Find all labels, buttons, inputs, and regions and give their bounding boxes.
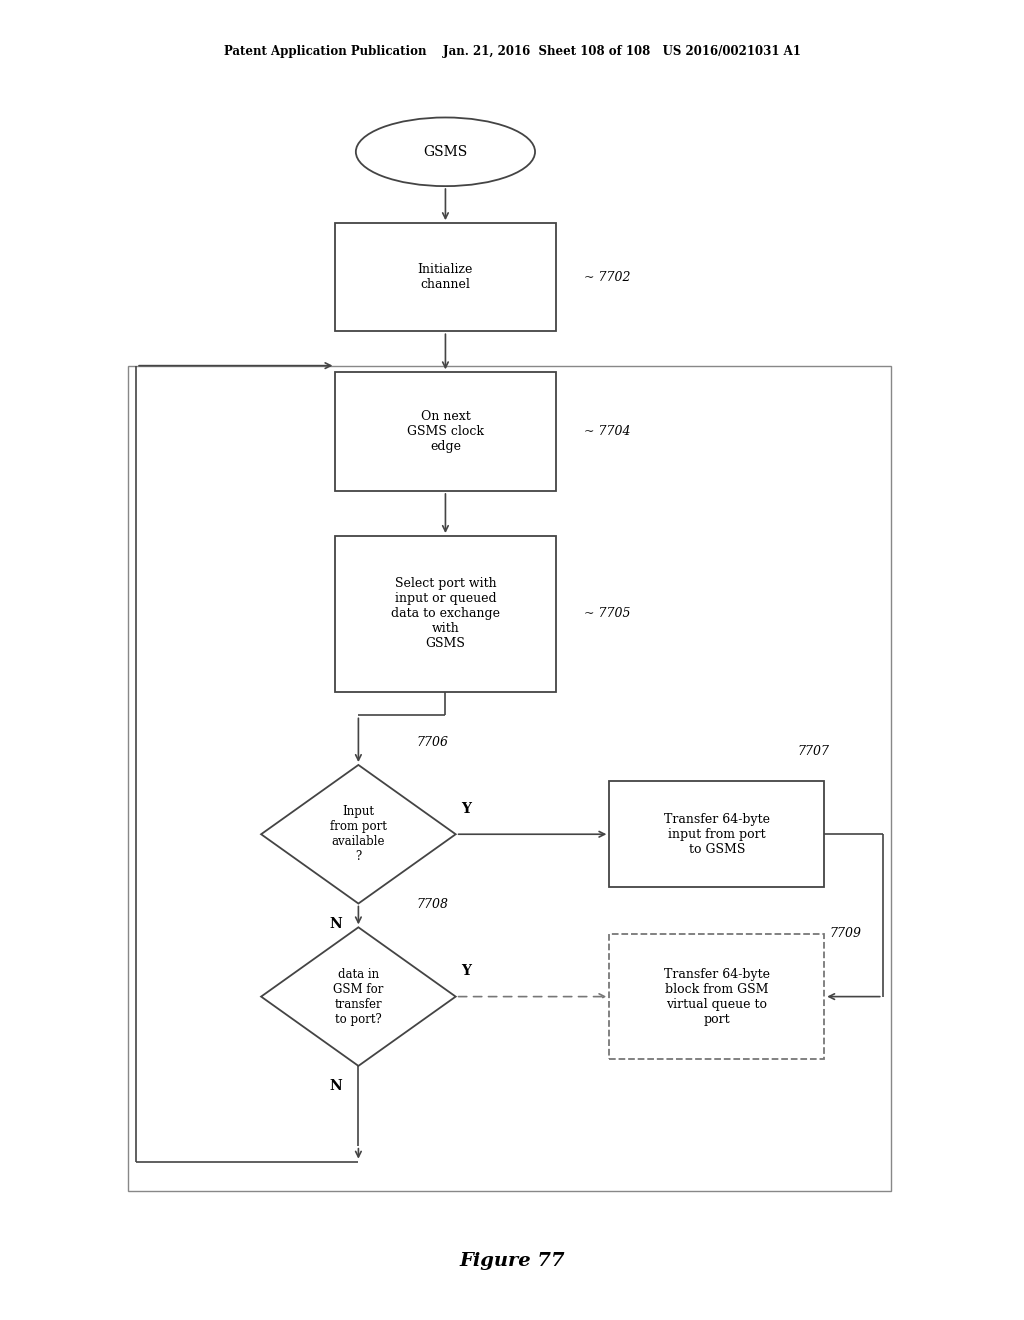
Text: Y: Y xyxy=(461,801,471,816)
Text: Transfer 64-byte
input from port
to GSMS: Transfer 64-byte input from port to GSMS xyxy=(664,813,770,855)
Text: Transfer 64-byte
block from GSM
virtual queue to
port: Transfer 64-byte block from GSM virtual … xyxy=(664,968,770,1026)
Text: N: N xyxy=(330,916,342,931)
Text: Initialize
channel: Initialize channel xyxy=(418,263,473,292)
Text: 7708: 7708 xyxy=(417,899,449,911)
Bar xyxy=(336,223,555,331)
Text: Select port with
input or queued
data to exchange
with
GSMS: Select port with input or queued data to… xyxy=(391,577,500,651)
Text: 7707: 7707 xyxy=(798,744,829,758)
Text: Y: Y xyxy=(461,964,471,978)
Text: On next
GSMS clock
edge: On next GSMS clock edge xyxy=(407,411,484,453)
Bar xyxy=(336,372,555,491)
Text: GSMS: GSMS xyxy=(423,145,468,158)
Text: ~ 7702: ~ 7702 xyxy=(584,271,630,284)
Text: ~ 7705: ~ 7705 xyxy=(584,607,630,620)
Text: N: N xyxy=(330,1080,342,1093)
Text: Figure 77: Figure 77 xyxy=(459,1251,565,1270)
Text: Input
from port
available
?: Input from port available ? xyxy=(330,805,387,863)
Bar xyxy=(609,935,824,1059)
Bar xyxy=(336,536,555,692)
Text: data in
GSM for
transfer
to port?: data in GSM for transfer to port? xyxy=(333,968,384,1026)
Text: 7706: 7706 xyxy=(417,737,449,750)
Bar xyxy=(128,366,891,1191)
Text: Patent Application Publication    Jan. 21, 2016  Sheet 108 of 108   US 2016/0021: Patent Application Publication Jan. 21, … xyxy=(223,45,801,58)
Text: 7709: 7709 xyxy=(829,927,861,940)
Bar xyxy=(609,781,824,887)
Text: ~ 7704: ~ 7704 xyxy=(584,425,630,438)
